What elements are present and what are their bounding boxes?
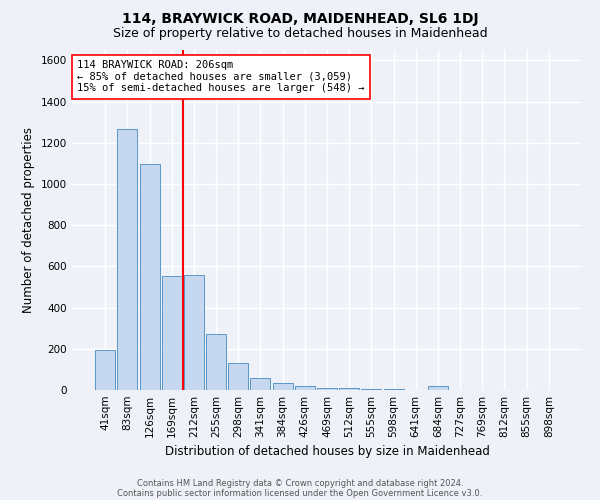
Text: 114 BRAYWICK ROAD: 206sqm
← 85% of detached houses are smaller (3,059)
15% of se: 114 BRAYWICK ROAD: 206sqm ← 85% of detac…: [77, 60, 365, 94]
Bar: [339, 388, 359, 390]
Bar: [317, 388, 337, 390]
Bar: [118, 130, 137, 390]
Bar: [428, 386, 448, 390]
Text: Contains HM Land Registry data © Crown copyright and database right 2024.: Contains HM Land Registry data © Crown c…: [137, 478, 463, 488]
Y-axis label: Number of detached properties: Number of detached properties: [22, 127, 35, 313]
Bar: [272, 383, 293, 390]
Bar: [95, 350, 115, 390]
Bar: [361, 389, 382, 390]
Text: Size of property relative to detached houses in Maidenhead: Size of property relative to detached ho…: [113, 28, 487, 40]
Text: Contains public sector information licensed under the Open Government Licence v3: Contains public sector information licen…: [118, 488, 482, 498]
Bar: [295, 386, 315, 390]
Text: 114, BRAYWICK ROAD, MAIDENHEAD, SL6 1DJ: 114, BRAYWICK ROAD, MAIDENHEAD, SL6 1DJ: [122, 12, 478, 26]
Bar: [184, 274, 204, 390]
Bar: [206, 334, 226, 390]
Bar: [250, 378, 271, 390]
Bar: [162, 276, 182, 390]
Bar: [140, 164, 160, 390]
Bar: [228, 363, 248, 390]
X-axis label: Distribution of detached houses by size in Maidenhead: Distribution of detached houses by size …: [164, 446, 490, 458]
